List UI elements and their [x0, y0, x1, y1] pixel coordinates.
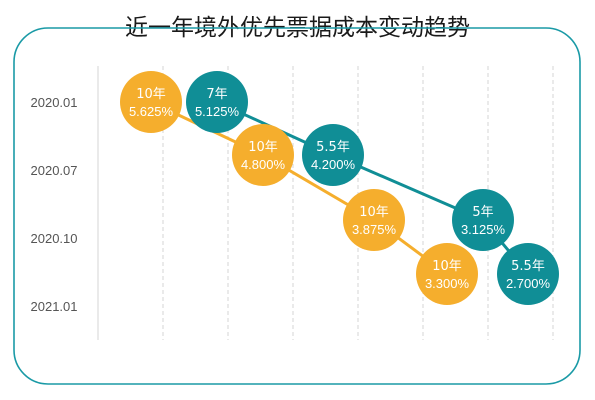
data-point: 5.5年 4.200%	[302, 124, 364, 186]
data-point-circle	[497, 243, 559, 305]
data-point-tenor: 10年	[136, 87, 166, 102]
data-points: 10年 5.625% 10年 4.800% 10年 3.875% 10年 3.300% 7年 5.…	[120, 71, 559, 305]
y-axis-labels: 2020.01 2020.07 2020.10 2021.01	[31, 95, 78, 314]
data-point-tenor: 10年	[432, 259, 462, 274]
data-point-circle	[416, 243, 478, 305]
data-point-rate: 2.700%	[506, 276, 551, 291]
data-point-rate: 3.125%	[461, 222, 506, 237]
data-point-rate: 3.875%	[352, 222, 397, 237]
data-point-circle	[452, 189, 514, 251]
y-tick-label: 2020.10	[31, 231, 78, 246]
data-point: 5.5年 2.700%	[497, 243, 559, 305]
y-tick-label: 2020.01	[31, 95, 78, 110]
series-line	[150, 100, 448, 276]
chart-frame	[13, 27, 581, 385]
data-point-tenor: 10年	[359, 205, 389, 220]
data-point-circle	[120, 71, 182, 133]
data-point-circle	[343, 189, 405, 251]
data-point-rate: 3.300%	[425, 276, 470, 291]
data-point-tenor: 7年	[206, 87, 227, 102]
data-point-circle	[232, 124, 294, 186]
data-point: 10年 3.300%	[416, 243, 478, 305]
data-point-tenor: 5年	[472, 205, 493, 220]
data-point: 10年 4.800%	[232, 124, 294, 186]
data-point-rate: 5.625%	[129, 104, 174, 119]
y-tick-label: 2021.01	[31, 299, 78, 314]
data-point: 10年 3.875%	[343, 189, 405, 251]
data-point-rate: 5.125%	[195, 104, 240, 119]
data-point-circle	[302, 124, 364, 186]
data-point-rate: 4.800%	[241, 157, 286, 172]
data-point: 7年 5.125%	[186, 71, 248, 133]
data-point-tenor: 5.5年	[511, 259, 545, 274]
data-point: 10年 5.625%	[120, 71, 182, 133]
data-point-rate: 4.200%	[311, 157, 356, 172]
data-point: 5年 3.125%	[452, 189, 514, 251]
data-point-tenor: 10年	[248, 140, 278, 155]
y-tick-label: 2020.07	[31, 163, 78, 178]
data-point-circle	[186, 71, 248, 133]
data-point-tenor: 5.5年	[316, 140, 350, 155]
